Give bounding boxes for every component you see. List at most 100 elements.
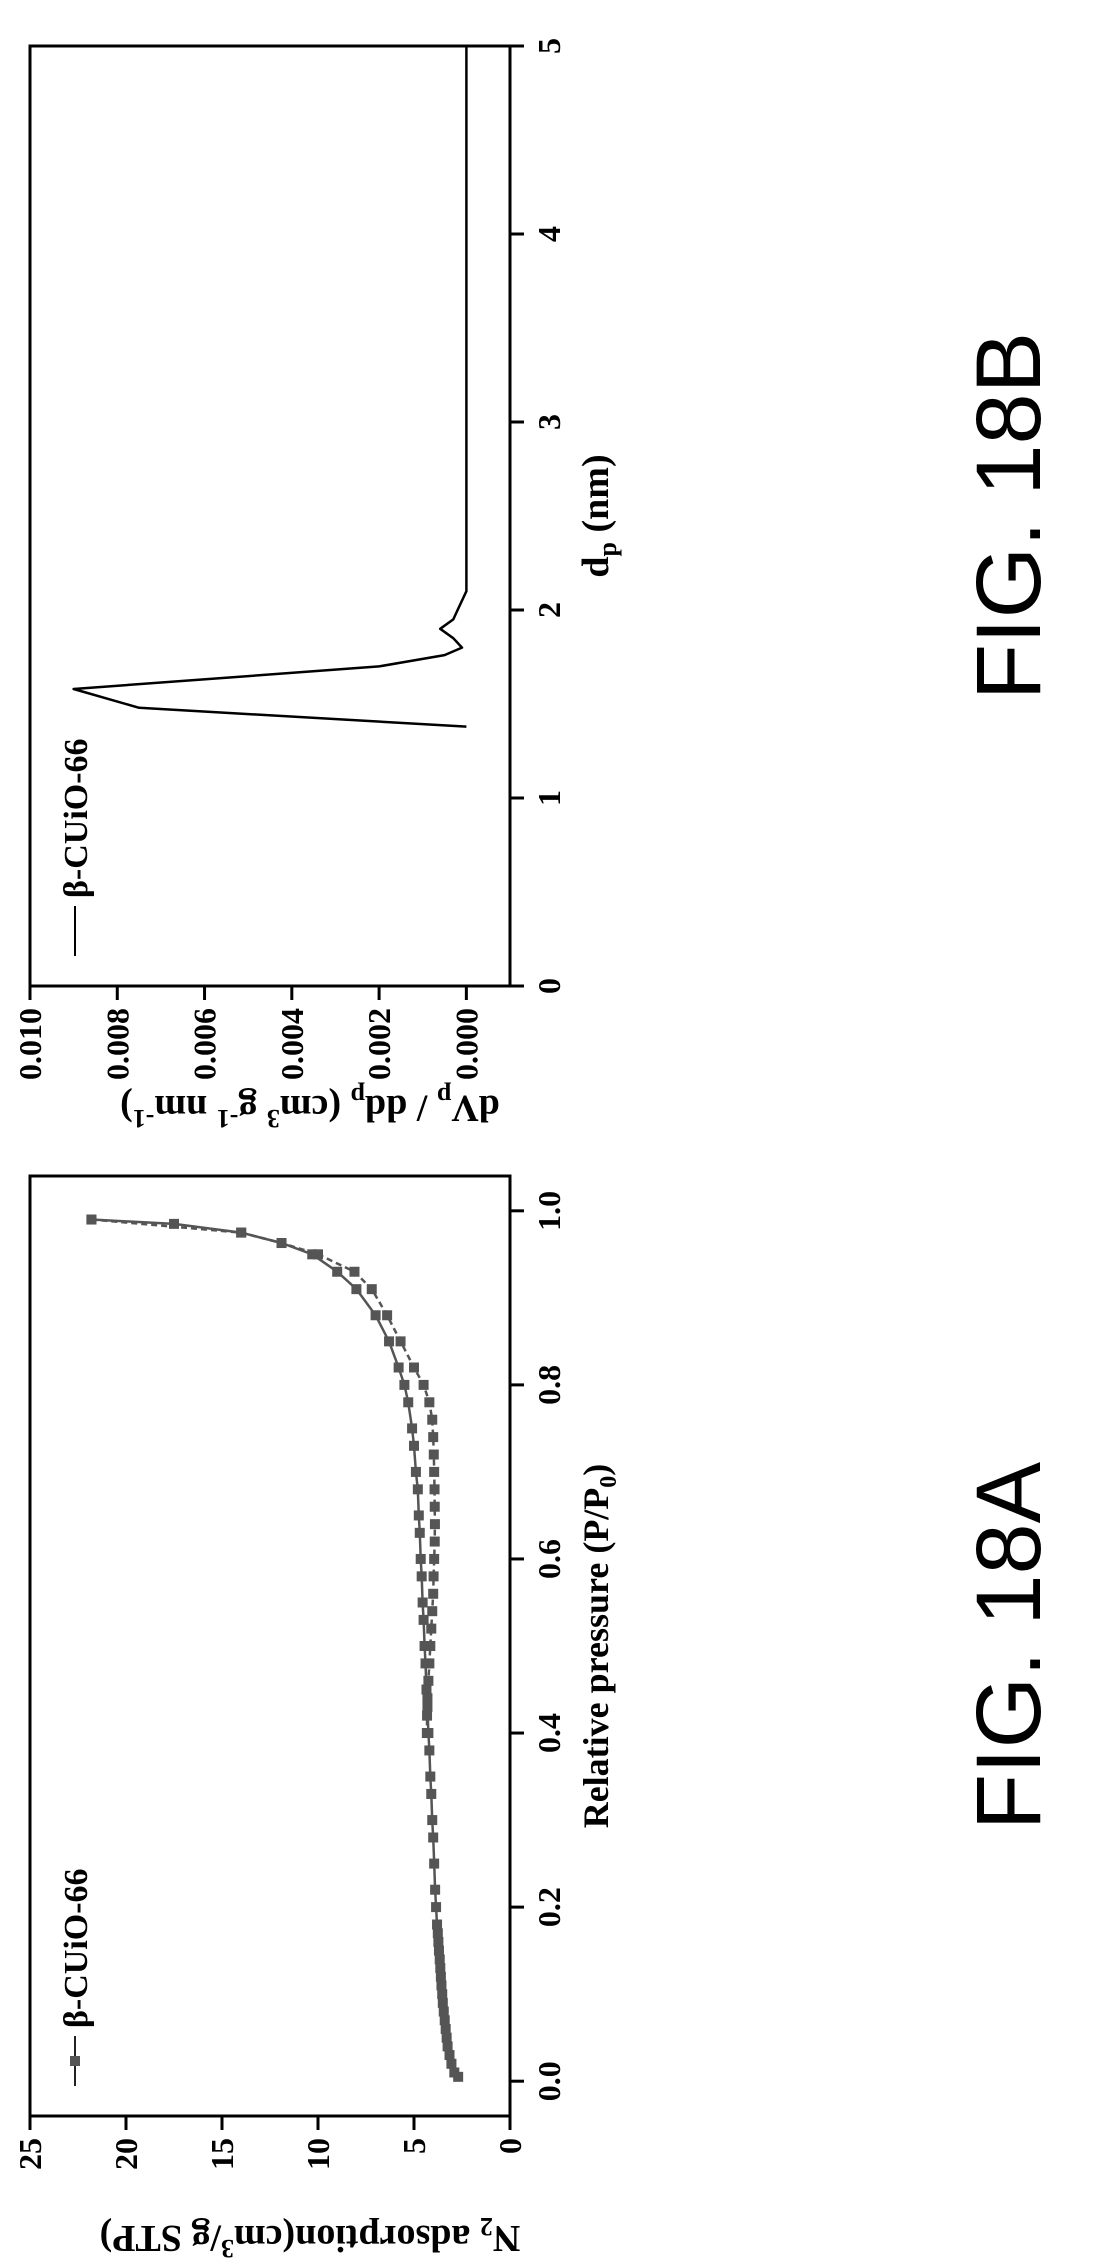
y-tick-label: 0.010 (12, 1008, 48, 1080)
series-group-18b (72, 46, 468, 728)
y-tick-label: 0.000 (448, 1008, 484, 1080)
x-axis-label-18b: dp (nm) (575, 454, 622, 577)
data-point-marker (438, 2006, 449, 2017)
x-tick-label: 0.4 (531, 1713, 567, 1753)
data-point-marker (436, 1980, 447, 1991)
data-point-marker (424, 1745, 435, 1756)
x-tick-label: 0.0 (531, 2061, 567, 2101)
data-point-marker (428, 1832, 439, 1843)
legend-18a: β-CUiO-66 (58, 1868, 95, 2086)
legend-label-18a: β-CUiO-66 (58, 1868, 95, 2028)
legend-marker-18a (70, 2056, 80, 2066)
legend-18b: β-CUiO-66 (58, 738, 95, 956)
data-point-marker (414, 1527, 425, 1538)
data-point-marker (413, 1510, 424, 1521)
y-tick-label: 0 (492, 2138, 528, 2154)
y-tick-label: 0.002 (361, 1008, 397, 1080)
y-tick-label: 25 (12, 2138, 48, 2170)
data-point-marker (418, 1614, 429, 1625)
data-point-marker (426, 1623, 437, 1634)
data-point-marker (446, 2058, 457, 2069)
data-point-marker (403, 1397, 414, 1408)
data-point-marker (427, 1414, 438, 1425)
plot-frame-18a (28, 1174, 512, 2118)
data-point-marker (433, 1936, 444, 1947)
data-point-marker (415, 1553, 426, 1564)
x-tick-label: 1 (531, 790, 567, 806)
data-point-marker (428, 1571, 439, 1582)
x-tick-label: 5 (531, 38, 567, 54)
data-point-marker (433, 1945, 444, 1956)
data-point-marker (444, 2050, 455, 2061)
data-point-marker (418, 1379, 429, 1390)
data-point-marker (429, 1519, 440, 1530)
figure-caption-18b: FIG. 18B (958, 332, 1060, 700)
data-point-marker (423, 1675, 434, 1686)
data-point-marker (441, 2032, 452, 2043)
data-point-marker (407, 1423, 418, 1434)
data-point-marker (370, 1310, 381, 1321)
y-tick-label: 0.004 (274, 1008, 310, 1080)
data-point-marker (429, 1536, 440, 1547)
data-point-marker (429, 1484, 440, 1495)
x-tick-label: 2 (531, 602, 567, 618)
data-point-marker (440, 2023, 451, 2034)
x-tick-label: 0.2 (531, 1887, 567, 1927)
x-tick-label: 0 (531, 978, 567, 994)
data-point-marker (276, 1238, 287, 1249)
data-point-marker (382, 1310, 393, 1321)
data-point-marker (437, 1997, 448, 2008)
data-point-marker (429, 1501, 440, 1512)
data-point-marker (435, 1963, 446, 1974)
figure-18a: 0.0 0.2 0.4 0.6 0.8 1.0 0 5 10 15 20 25 β-CUiO-66 R… (12, 1174, 1060, 2263)
series-line (91, 1218, 437, 1734)
data-point-marker (429, 1466, 440, 1477)
data-point-marker (435, 1971, 446, 1982)
data-point-marker (395, 1336, 406, 1347)
data-point-marker (86, 1214, 97, 1225)
axis-ticks-18b: 0 1 2 3 4 5 0.000 0.002 0.004 0.006 0.008 0.010 (12, 38, 567, 1080)
y-axis-label-18a: N2 adsorption(cm3/g STP) (100, 2212, 521, 2263)
data-point-marker (332, 1266, 343, 1277)
data-point-marker (422, 1693, 433, 1704)
x-tick-label: 0.8 (531, 1365, 567, 1405)
data-point-marker (437, 1989, 448, 2000)
series-line (72, 46, 468, 728)
x-tick-label: 3 (531, 414, 567, 430)
figure-caption-18a: FIG. 18A (958, 1461, 1060, 1830)
y-tick-label: 10 (300, 2138, 336, 2170)
data-point-marker (430, 1884, 441, 1895)
data-point-marker (384, 1336, 395, 1347)
data-point-marker (439, 2015, 450, 2026)
data-point-marker (434, 1954, 445, 1965)
y-tick-label: 0.008 (99, 1008, 135, 1080)
figure-18b: 0 1 2 3 4 5 0.000 0.002 0.004 0.006 0.008 0.010 β-C… (12, 38, 1060, 1133)
axis-ticks-18a: 0.0 0.2 0.4 0.6 0.8 1.0 0 5 10 15 20 25 (12, 1191, 567, 2170)
data-point-marker (416, 1571, 427, 1582)
data-point-marker (410, 1466, 421, 1477)
y-tick-label: 5 (396, 2138, 432, 2154)
data-point-marker (424, 1658, 435, 1669)
x-axis-label-18a: Relative pressure (P/P0) (576, 1464, 622, 1829)
data-point-marker (431, 1902, 442, 1913)
data-point-marker (409, 1440, 419, 1451)
y-tick-label: 20 (108, 2138, 144, 2170)
data-point-marker (426, 1788, 437, 1799)
data-point-marker (421, 1728, 432, 1739)
plot-frame-18b (28, 44, 512, 988)
data-point-marker (393, 1362, 404, 1373)
data-point-marker (313, 1249, 323, 1260)
data-point-marker (236, 1227, 247, 1238)
data-point-marker (427, 1815, 438, 1826)
data-point-marker (429, 1858, 440, 1869)
data-point-marker (399, 1379, 410, 1390)
series-group-18a (86, 1214, 464, 2082)
data-point-marker (432, 1928, 443, 1939)
data-point-marker (425, 1641, 436, 1651)
y-tick-label: 0.006 (187, 1008, 223, 1080)
data-point-marker (428, 1432, 439, 1443)
x-tick-label: 0.6 (531, 1539, 567, 1579)
data-point-marker (449, 2067, 460, 2078)
